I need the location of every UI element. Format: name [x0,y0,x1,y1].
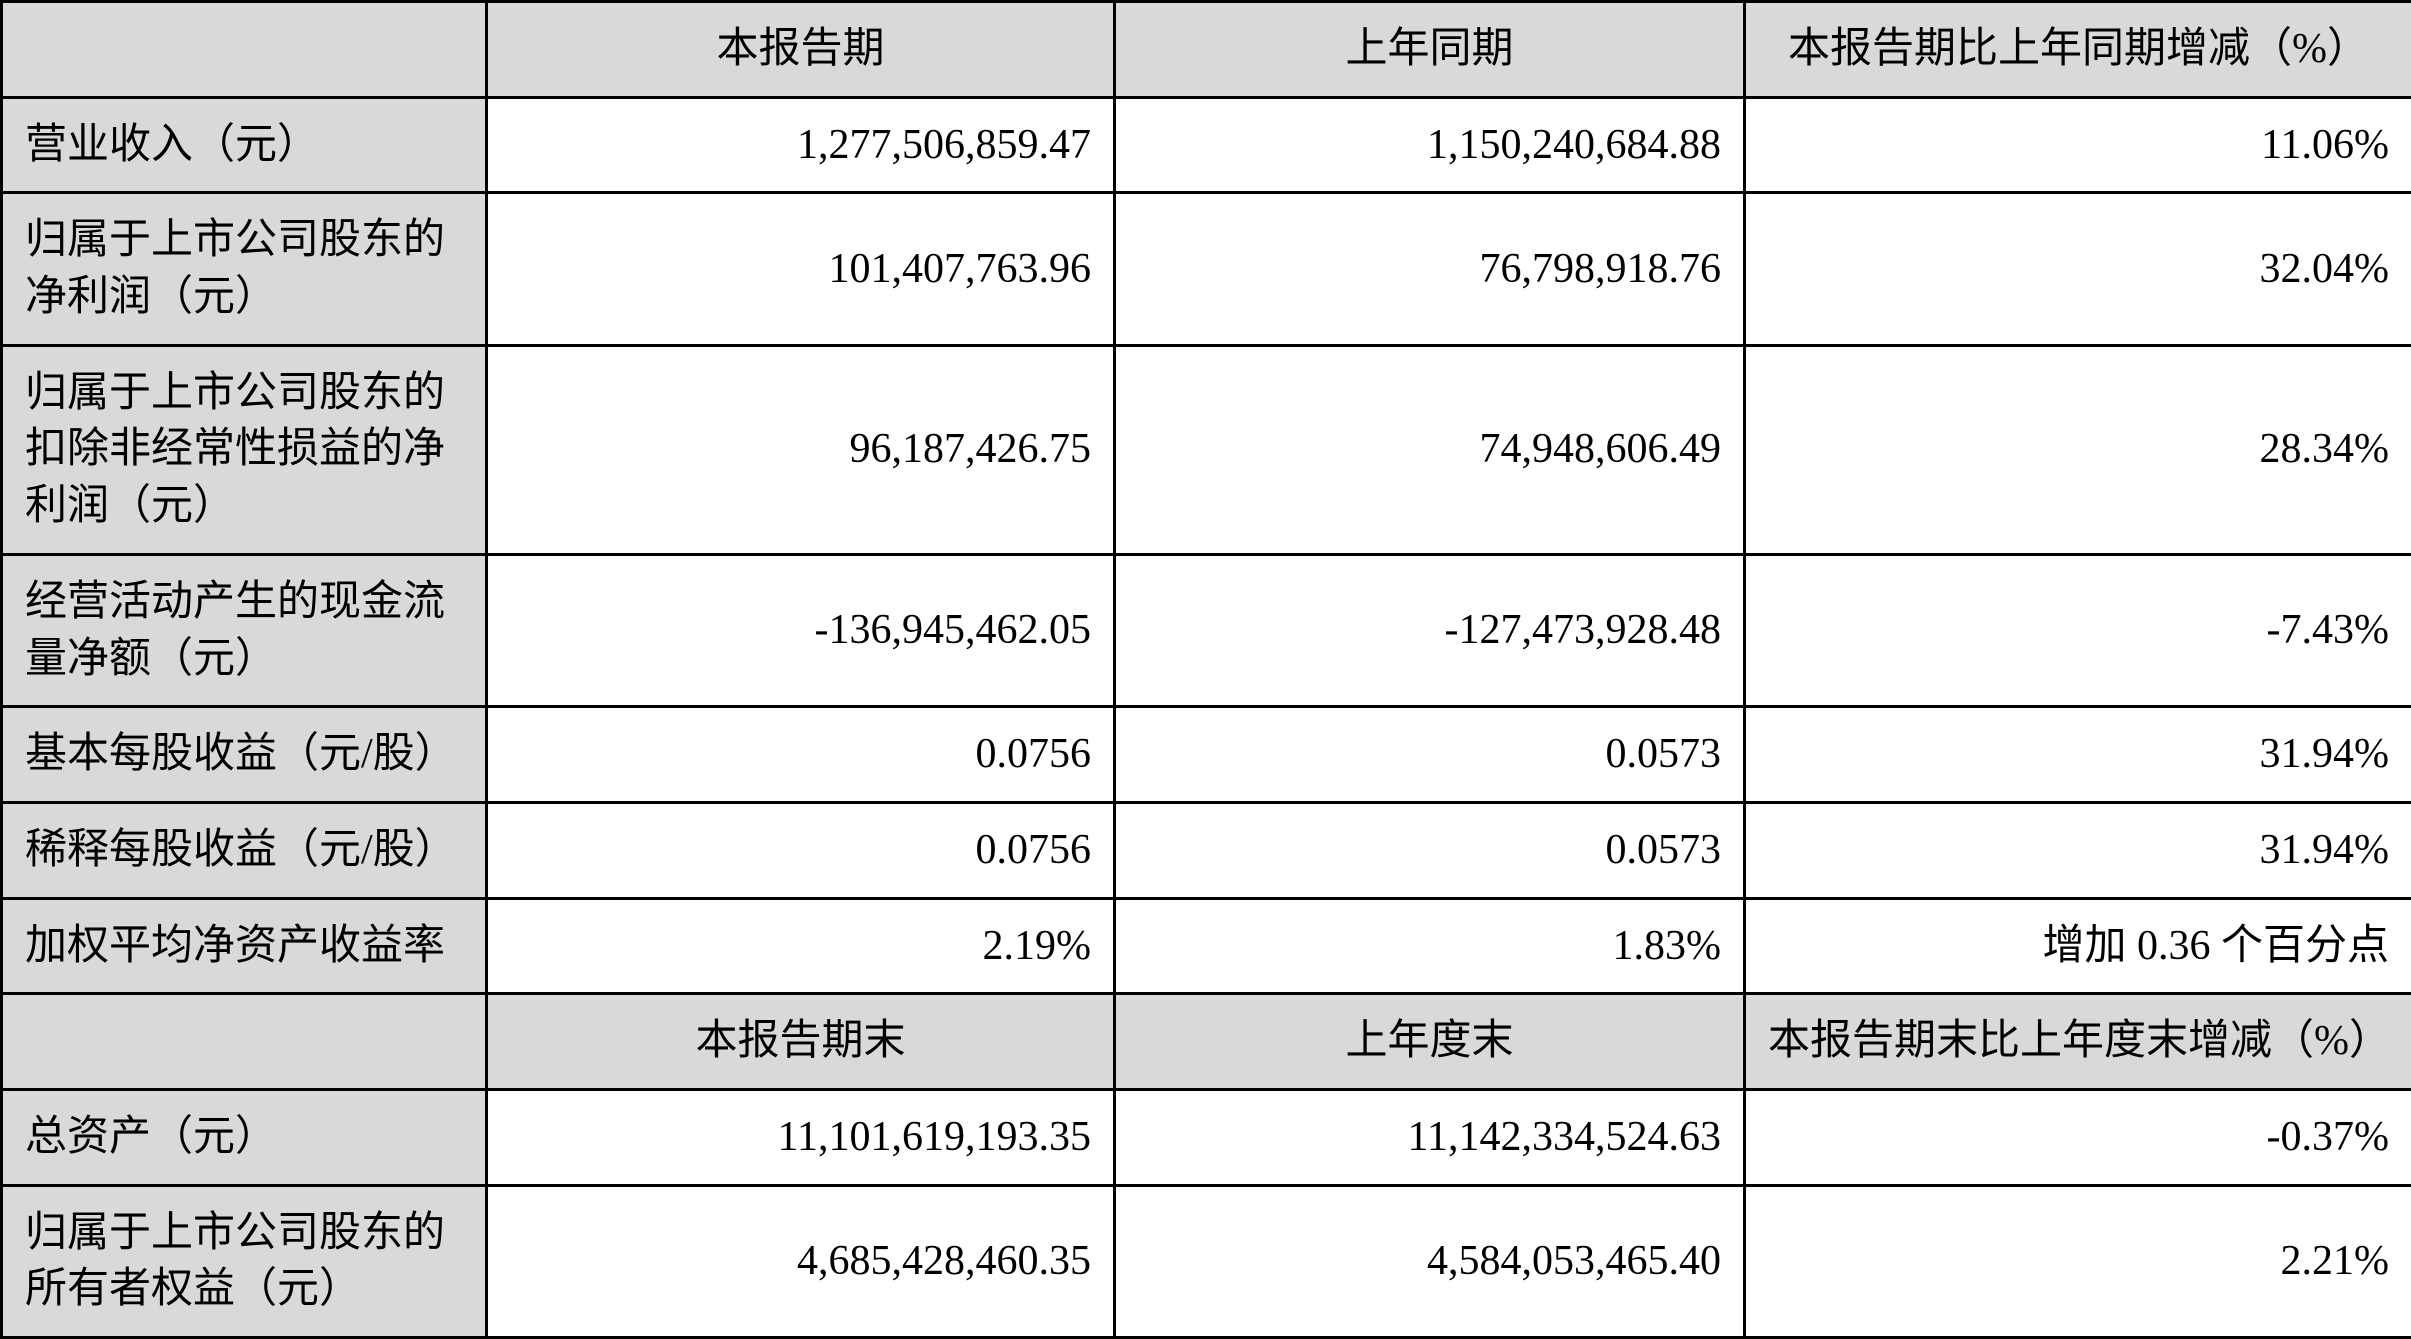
row-value-current: 11,101,619,193.35 [487,1089,1115,1185]
row-value-prior: 1,150,240,684.88 [1115,97,1745,193]
row-label: 营业收入（元） [2,97,487,193]
table-row: 加权平均净资产收益率 2.19% 1.83% 增加 0.36 个百分点 [2,898,2411,994]
row-value-prior: 74,948,606.49 [1115,345,1745,554]
row-value-prior: 1.83% [1115,898,1745,994]
row-label: 归属于上市公司股东的净利润（元） [2,193,487,345]
row-value-current: -136,945,462.05 [487,554,1115,706]
row-value-change: 31.94% [1745,802,2411,898]
row-value-prior: -127,473,928.48 [1115,554,1745,706]
table-row: 归属于上市公司股东的净利润（元） 101,407,763.96 76,798,9… [2,193,2411,345]
row-value-change: 32.04% [1745,193,2411,345]
row-value-current: 0.0756 [487,707,1115,803]
row-label: 归属于上市公司股东的扣除非经常性损益的净利润（元） [2,345,487,554]
row-value-current: 1,277,506,859.47 [487,97,1115,193]
row-label: 总资产（元） [2,1089,487,1185]
header-prior-period: 上年同期 [1115,2,1745,98]
row-label: 加权平均净资产收益率 [2,898,487,994]
row-value-current: 0.0756 [487,802,1115,898]
table-row: 归属于上市公司股东的所有者权益（元） 4,685,428,460.35 4,58… [2,1185,2411,1337]
row-value-change: 2.21% [1745,1185,2411,1337]
row-value-prior: 0.0573 [1115,802,1745,898]
header-blank-2 [2,994,487,1090]
row-value-change: 11.06% [1745,97,2411,193]
row-value-prior: 0.0573 [1115,707,1745,803]
table-row: 总资产（元） 11,101,619,193.35 11,142,334,524.… [2,1089,2411,1185]
row-value-prior: 11,142,334,524.63 [1115,1089,1745,1185]
header-current-period: 本报告期 [487,2,1115,98]
row-label: 归属于上市公司股东的所有者权益（元） [2,1185,487,1337]
table-row: 营业收入（元） 1,277,506,859.47 1,150,240,684.8… [2,97,2411,193]
row-value-change: 增加 0.36 个百分点 [1745,898,2411,994]
header-prior-end: 上年度末 [1115,994,1745,1090]
header-blank-1 [2,2,487,98]
row-value-change: 28.34% [1745,345,2411,554]
row-value-change: -0.37% [1745,1089,2411,1185]
table-row: 稀释每股收益（元/股） 0.0756 0.0573 31.94% [2,802,2411,898]
header-row-1: 本报告期 上年同期 本报告期比上年同期增减（%） [2,2,2411,98]
row-value-change: -7.43% [1745,554,2411,706]
table-row: 基本每股收益（元/股） 0.0756 0.0573 31.94% [2,707,2411,803]
row-value-prior: 76,798,918.76 [1115,193,1745,345]
header-change-pct-1: 本报告期比上年同期增减（%） [1745,2,2411,98]
row-value-current: 4,685,428,460.35 [487,1185,1115,1337]
table-row: 归属于上市公司股东的扣除非经常性损益的净利润（元） 96,187,426.75 … [2,345,2411,554]
row-value-prior: 4,584,053,465.40 [1115,1185,1745,1337]
row-value-current: 96,187,426.75 [487,345,1115,554]
row-value-current: 101,407,763.96 [487,193,1115,345]
row-label: 稀释每股收益（元/股） [2,802,487,898]
row-label: 基本每股收益（元/股） [2,707,487,803]
header-current-end: 本报告期末 [487,994,1115,1090]
row-value-current: 2.19% [487,898,1115,994]
header-row-2: 本报告期末 上年度末 本报告期末比上年度末增减（%） [2,994,2411,1090]
row-label: 经营活动产生的现金流量净额（元） [2,554,487,706]
financial-table: 本报告期 上年同期 本报告期比上年同期增减（%） 营业收入（元） 1,277,5… [0,0,2411,1339]
row-value-change: 31.94% [1745,707,2411,803]
table-row: 经营活动产生的现金流量净额（元） -136,945,462.05 -127,47… [2,554,2411,706]
header-change-pct-2: 本报告期末比上年度末增减（%） [1745,994,2411,1090]
